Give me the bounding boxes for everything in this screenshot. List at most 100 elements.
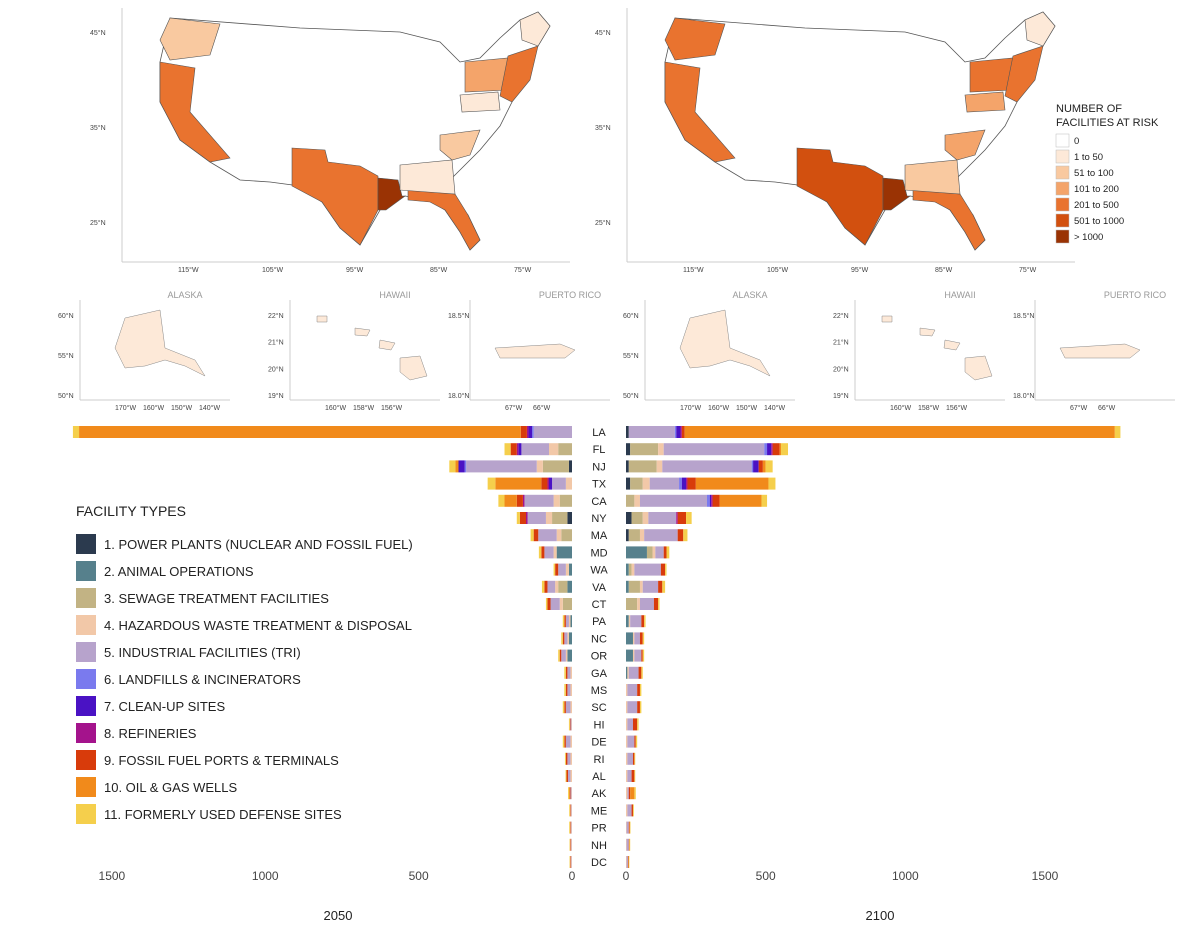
inset-lat-tick: 50°N bbox=[58, 392, 74, 400]
bar-segment-2050 bbox=[516, 512, 520, 524]
inset-alaska: ALASKA 60°N 55°N 50°N 170°W 160°W 150°W 140°W bbox=[58, 290, 230, 412]
bar-segment-2100 bbox=[626, 563, 629, 576]
bar-segment-2100 bbox=[642, 632, 645, 645]
inset-lon-tick: 156°W bbox=[381, 404, 402, 412]
bar-segment-2100 bbox=[626, 821, 629, 834]
bar-segment-2050 bbox=[538, 529, 557, 542]
bar-segment-2050 bbox=[542, 460, 569, 473]
bar-segment-2050 bbox=[516, 443, 519, 456]
bar-segment-2100 bbox=[662, 580, 666, 593]
bar-segment-2100 bbox=[779, 443, 782, 456]
state-label: NH bbox=[591, 840, 607, 852]
inset-lat-tick: 18.0°N bbox=[1013, 392, 1034, 400]
bar-segment-2100 bbox=[634, 649, 642, 662]
bar-segment-2100 bbox=[626, 838, 629, 851]
inset-lon-tick: 156°W bbox=[946, 404, 967, 412]
facility-legend-title: FACILITY TYPES bbox=[76, 503, 186, 519]
bar-segment-2050 bbox=[570, 838, 571, 851]
risk-legend-label: 1 to 50 bbox=[1074, 152, 1103, 163]
bar-segment-2100 bbox=[686, 512, 692, 524]
bar-segment-2050 bbox=[455, 460, 459, 473]
bar-segment-2100 bbox=[627, 804, 632, 817]
bar-segment-2100 bbox=[626, 649, 633, 662]
inset-lat-tick: 60°N bbox=[623, 312, 639, 320]
inset-puerto-rico: PUERTO RICO 18.5°N 18.0°N 67°W 66°W bbox=[1013, 290, 1175, 412]
bar-segment-2100 bbox=[626, 787, 628, 800]
state-label: FL bbox=[593, 444, 606, 456]
state-label: DE bbox=[591, 737, 606, 749]
bar-segment-2100 bbox=[631, 512, 643, 524]
map-axes bbox=[626, 8, 1075, 263]
inset-lat-tick: 60°N bbox=[58, 312, 74, 320]
inset-lon-tick: 158°W bbox=[918, 404, 939, 412]
state-label: MD bbox=[590, 547, 607, 559]
bar-segment-2050 bbox=[532, 426, 534, 438]
bar-segment-2050 bbox=[558, 443, 572, 456]
bar-segment-2100 bbox=[634, 752, 636, 765]
state-label: WA bbox=[590, 565, 608, 577]
bar-segment-2100 bbox=[627, 666, 629, 679]
lat-tick-label: 25°N bbox=[90, 219, 106, 227]
bar-segment-2100 bbox=[628, 787, 631, 800]
bar-segment-2050 bbox=[570, 701, 572, 714]
bar-segment-2050 bbox=[561, 632, 563, 645]
bar-segment-2050 bbox=[541, 477, 548, 490]
lon-tick-label: 115°W bbox=[683, 266, 704, 274]
bar-segment-2050 bbox=[541, 546, 545, 559]
state-label: MS bbox=[591, 685, 608, 697]
inset-alaska: ALASKA 60°N 55°N 50°N 170°W 160°W 150°W 140°W bbox=[623, 290, 795, 412]
bar-segment-2100 bbox=[626, 718, 628, 731]
bar-segment-2050 bbox=[524, 494, 554, 507]
bar-segment-2050 bbox=[544, 546, 554, 559]
state-label: RI bbox=[594, 754, 605, 766]
bar-segment-2050 bbox=[522, 494, 525, 507]
facility-legend-swatch bbox=[76, 723, 96, 743]
bar-segment-2050 bbox=[519, 512, 526, 524]
inset-shape bbox=[881, 315, 993, 381]
inset-lon-tick: 140°W bbox=[764, 404, 785, 412]
bar-segment-2050 bbox=[565, 615, 569, 628]
bar-segment-2100 bbox=[628, 426, 675, 438]
panel-label-2100: 2100 bbox=[866, 908, 895, 923]
bar-segment-2100 bbox=[628, 580, 640, 593]
bar-segment-2050 bbox=[570, 615, 572, 628]
x-tick-label: 1500 bbox=[1032, 869, 1059, 883]
bar-segment-2050 bbox=[568, 787, 569, 800]
lon-tick-label: 95°W bbox=[851, 266, 869, 274]
us-map-shape bbox=[159, 11, 551, 251]
bar-segment-2050 bbox=[538, 546, 542, 559]
bar-segment-2050 bbox=[565, 735, 571, 748]
inset-lat-tick: 19°N bbox=[268, 392, 284, 400]
bar-segment-2100 bbox=[639, 580, 643, 593]
inset-title: PUERTO RICO bbox=[1104, 290, 1166, 300]
lon-tick-label: 85°W bbox=[935, 266, 953, 274]
bar-segment-2100 bbox=[627, 752, 633, 765]
bar-segment-2100 bbox=[628, 666, 639, 679]
bar-segment-2100 bbox=[626, 804, 628, 817]
bar-segment-2100 bbox=[707, 494, 710, 507]
bar-segment-2050 bbox=[516, 494, 523, 507]
bar-segment-2100 bbox=[628, 529, 640, 542]
bar-segment-2100 bbox=[626, 752, 628, 765]
inset-shape bbox=[679, 309, 771, 377]
inset-lat-tick: 18.5°N bbox=[1013, 312, 1034, 320]
bar-segment-2050 bbox=[553, 546, 557, 559]
bar-segment-2050 bbox=[566, 770, 569, 782]
stacked-bar-chart: LA FL NJ TX CA NY MA MD WA VA CT PA NC OR GA MS SC HI DE RI… bbox=[72, 426, 1121, 923]
bar-segment-2050 bbox=[527, 512, 546, 524]
bar-segment-2100 bbox=[771, 443, 773, 456]
bar-segment-2100 bbox=[629, 821, 631, 834]
bar-segment-2050 bbox=[570, 838, 572, 851]
bar-segment-2100 bbox=[681, 477, 687, 490]
inset-title: ALASKA bbox=[167, 290, 202, 300]
facility-legend-swatch bbox=[76, 642, 96, 662]
lon-tick-label: 75°W bbox=[1019, 266, 1037, 274]
facility-legend-label: 8. REFINERIES bbox=[104, 726, 197, 741]
lon-tick-label: 115°W bbox=[178, 266, 199, 274]
bar-segment-2050 bbox=[564, 752, 566, 765]
bar-segment-2050 bbox=[553, 494, 560, 507]
bar-segment-2050 bbox=[555, 563, 559, 576]
bar-segment-2100 bbox=[627, 856, 629, 868]
bars-2100 bbox=[626, 426, 1121, 868]
inset-hawaii: HAWAII 22°N 21°N 20°N 19°N 160°W 158°W 156°W bbox=[268, 290, 440, 412]
